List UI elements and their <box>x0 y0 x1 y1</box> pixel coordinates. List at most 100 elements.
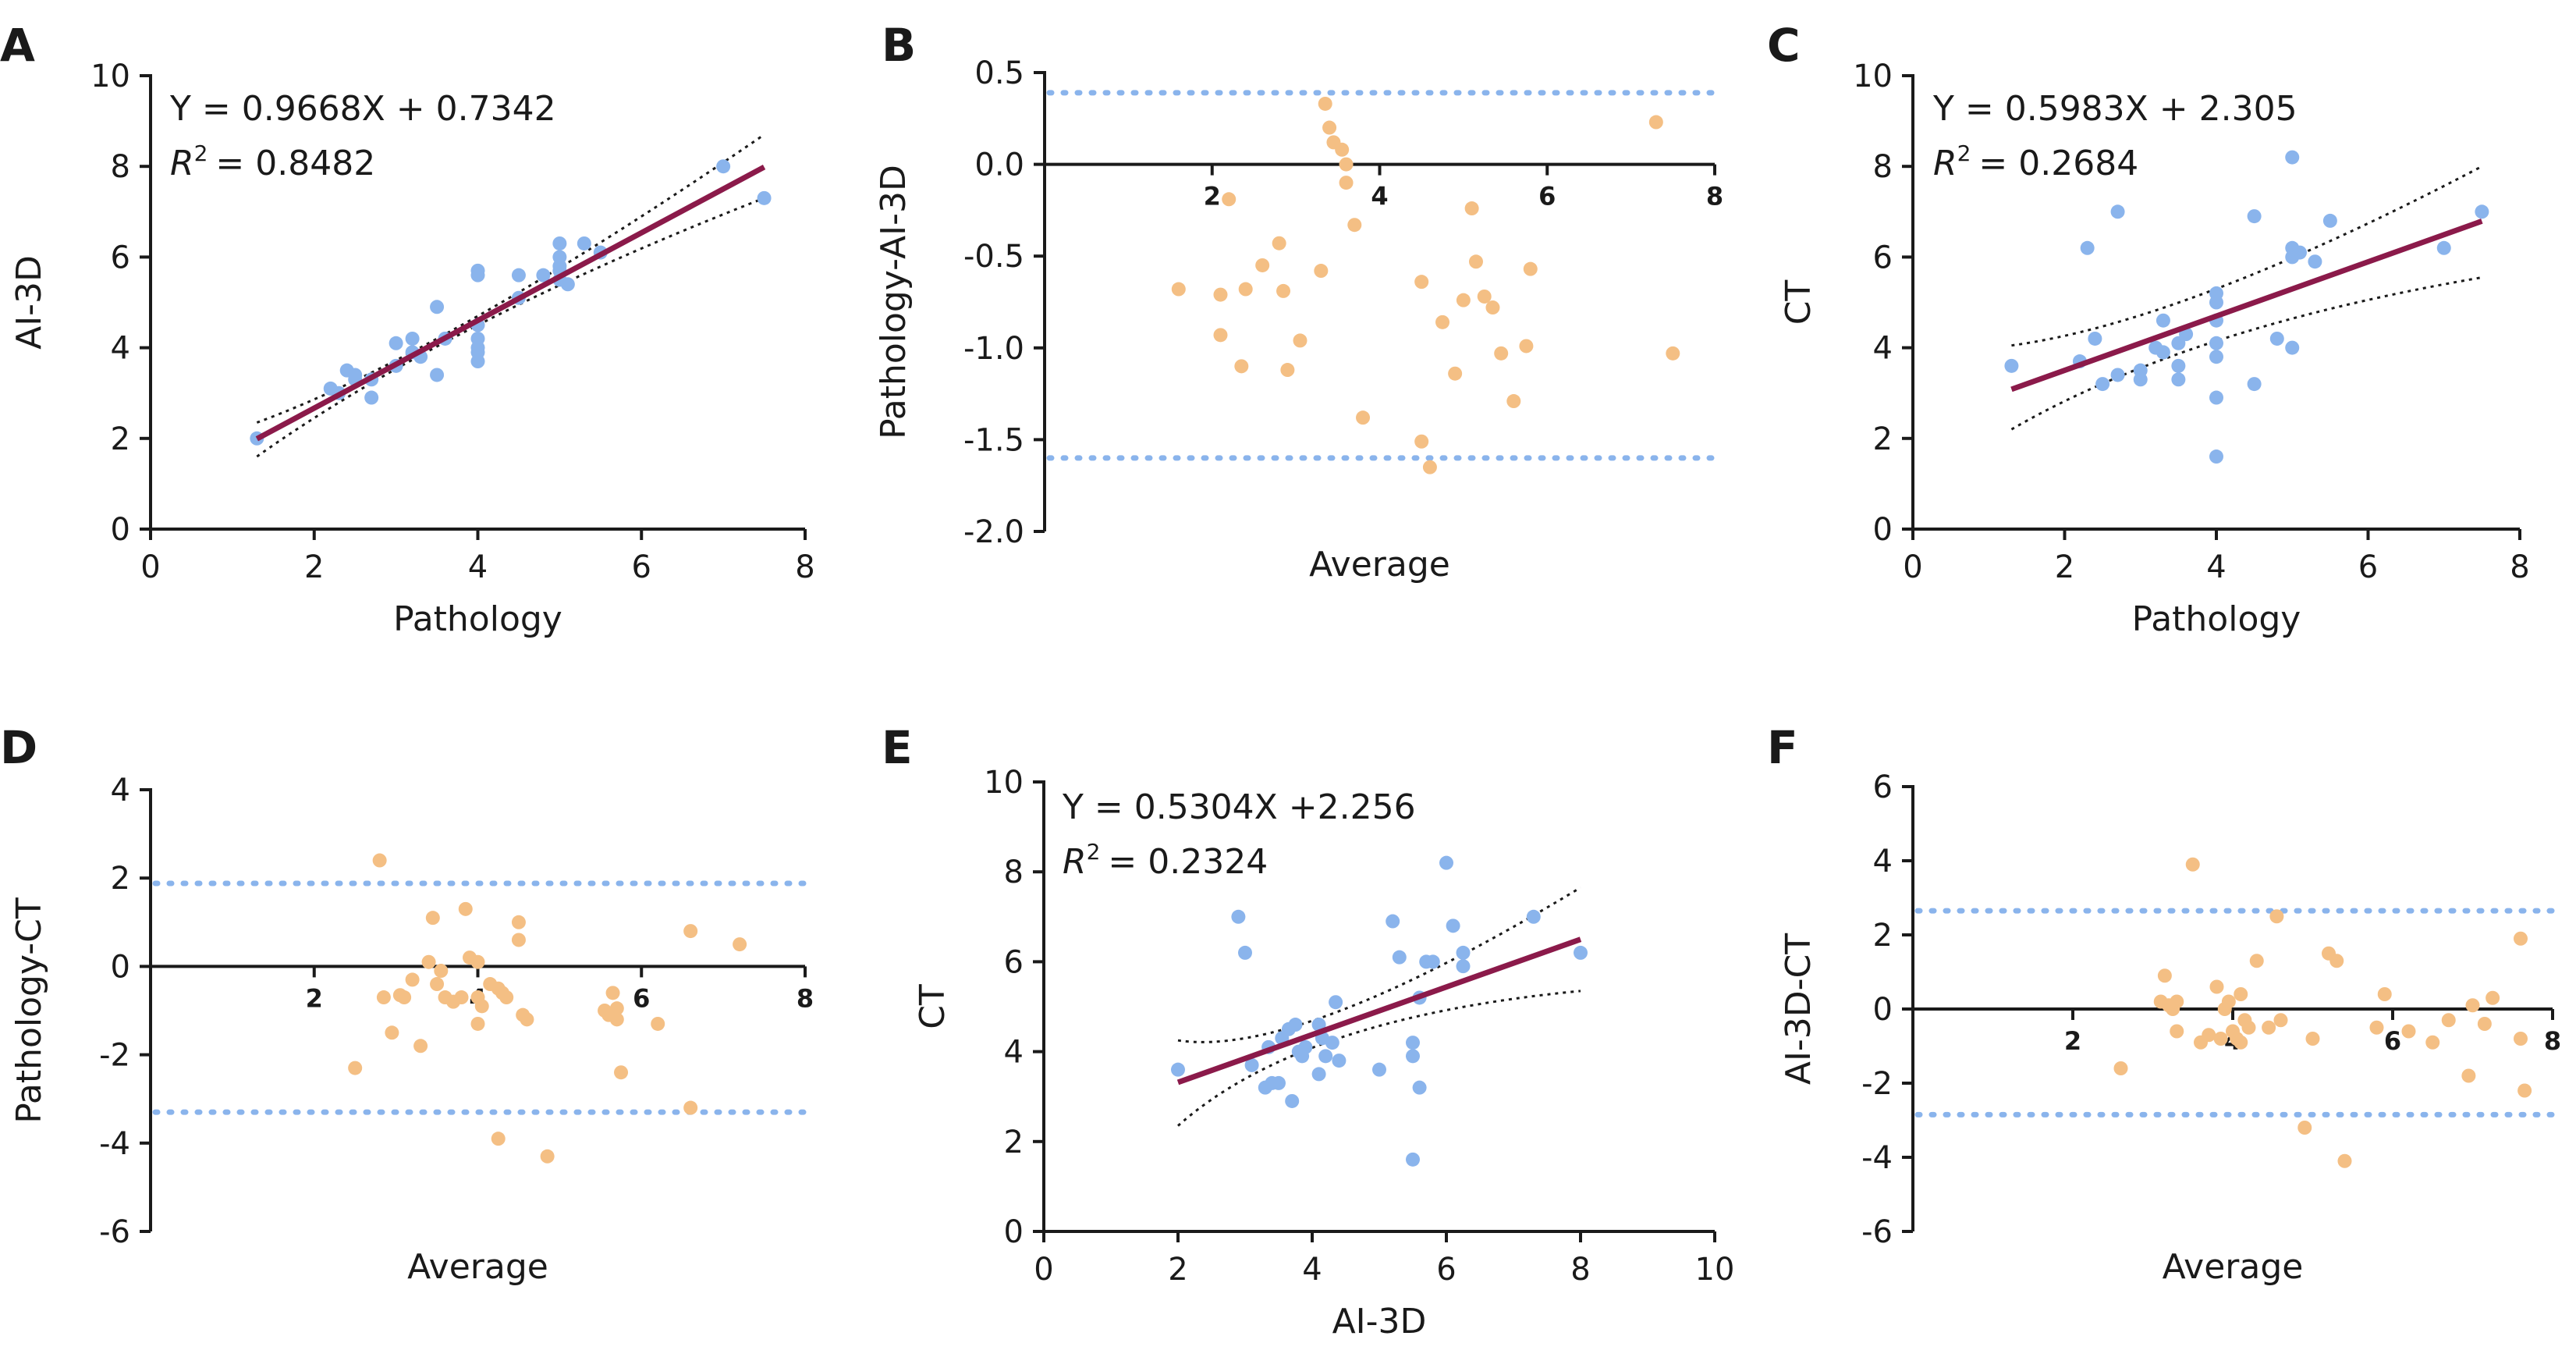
x-tick-label: 2 <box>306 983 323 1013</box>
x-tick-label: 8 <box>2544 1026 2561 1056</box>
x-tick-label: 4 <box>1302 1252 1322 1288</box>
data-point <box>1318 1049 1333 1064</box>
data-point <box>1272 236 1286 251</box>
y-tick-label: -0.5 <box>963 239 1024 275</box>
panel-b: B -2.0 -1.5 -1.0 -0.5 0.0 0.5 2 4 6 8 Pathology-AI-… <box>874 19 1723 585</box>
data-point <box>2273 1013 2288 1028</box>
x-tick-label: 6 <box>2384 1026 2401 1056</box>
panel-letter: C <box>1767 19 1801 72</box>
y-tick-label: -4 <box>1861 1140 1893 1176</box>
data-point <box>2297 1121 2312 1135</box>
r-squared-label: R2 = 0.2324 <box>1063 839 1268 882</box>
data-point <box>1238 282 1253 297</box>
data-point <box>2247 209 2262 224</box>
x-tick-label: 6 <box>633 983 650 1013</box>
data-point <box>2209 449 2223 464</box>
data-point <box>1332 1054 1347 1068</box>
y-tick-label: -1.0 <box>963 331 1024 367</box>
data-point <box>1255 258 1270 272</box>
data-point <box>1456 959 1471 974</box>
y-tick-label: -6 <box>1861 1214 1893 1250</box>
data-point <box>1222 192 1237 207</box>
r-squared-value: = 0.2684 <box>1978 144 2138 183</box>
regression-equation: Y = 0.9668X + 0.7342 <box>169 89 556 129</box>
data-point <box>716 159 731 174</box>
data-point <box>430 977 445 992</box>
y-tick-label: 4 <box>111 331 130 367</box>
data-point <box>2308 254 2322 269</box>
data-point <box>2234 987 2248 1001</box>
data-point <box>2514 1032 2528 1046</box>
data-point <box>2095 377 2110 392</box>
data-point <box>1372 1062 1386 1077</box>
panel-letter: D <box>0 721 37 774</box>
data-point <box>1280 363 1295 378</box>
data-point <box>1231 909 1246 924</box>
data-point <box>470 268 485 282</box>
data-point <box>1446 919 1460 933</box>
data-point <box>1213 328 1228 343</box>
data-point <box>430 300 445 314</box>
data-point <box>389 336 403 350</box>
y-axis-title: AI-3D <box>9 255 49 350</box>
data-point <box>1406 1049 1420 1064</box>
r-squared-value: = 0.8482 <box>215 144 375 183</box>
data-point <box>2369 1020 2384 1035</box>
x-axis-title: Pathology <box>2132 599 2301 639</box>
data-point <box>2305 1032 2320 1046</box>
x-tick-label: 4 <box>468 549 488 585</box>
superscript-2: 2 <box>194 140 208 166</box>
confidence-band-lower <box>2010 276 2482 431</box>
data-point <box>1339 157 1354 172</box>
data-point <box>2322 213 2337 228</box>
data-point <box>2269 331 2284 346</box>
data-point <box>757 190 772 205</box>
data-point <box>536 268 551 282</box>
data-point <box>1335 142 1350 157</box>
data-point <box>1406 1152 1420 1167</box>
data-point <box>1272 1075 1286 1090</box>
data-point <box>372 853 387 868</box>
data-point <box>405 972 420 987</box>
y-axis-title: CT <box>913 984 953 1029</box>
data-point <box>397 990 412 1005</box>
data-point <box>1439 855 1453 870</box>
panel-letter: B <box>882 19 916 72</box>
data-point <box>491 1132 506 1146</box>
data-point <box>2185 857 2200 872</box>
r-squared-label: R2 = 0.8482 <box>170 140 375 183</box>
data-point <box>421 954 436 969</box>
y-tick-label: 0 <box>1873 512 1893 548</box>
data-point <box>1238 945 1252 960</box>
r-squared-label: R2 = 0.2684 <box>1933 140 2138 183</box>
data-point <box>1464 201 1479 216</box>
data-point <box>1414 434 1429 449</box>
data-point <box>434 964 449 979</box>
data-point <box>1171 1062 1185 1077</box>
data-point <box>2401 1024 2416 1039</box>
data-point <box>1314 264 1329 279</box>
data-point <box>2285 340 2300 355</box>
data-point <box>2465 998 2480 1013</box>
data-point <box>2441 1013 2456 1028</box>
data-point <box>2171 372 2186 387</box>
y-tick-label: 4 <box>1004 1035 1024 1071</box>
data-point <box>540 1149 555 1164</box>
data-point <box>1311 1067 1326 1082</box>
x-tick-label: 6 <box>1538 182 1556 211</box>
data-point <box>405 331 420 346</box>
data-point <box>2202 1028 2216 1043</box>
data-point <box>2213 1032 2228 1046</box>
data-point <box>1648 115 1663 130</box>
data-point <box>2170 994 2184 1009</box>
x-tick-label: 6 <box>2358 549 2378 585</box>
y-tick-label: 2 <box>111 861 130 897</box>
x-tick-label: 8 <box>1706 182 1723 211</box>
data-point <box>511 915 526 929</box>
x-tick-label: 0 <box>1903 549 1922 585</box>
data-point <box>683 924 698 939</box>
r-symbol: R <box>1933 144 1957 183</box>
data-point <box>2477 1017 2492 1031</box>
data-point <box>2004 358 2019 373</box>
panel-c: C 0 2 4 6 8 10 0 2 4 6 8 CT Pathology Y = 0.5983X + 2.… <box>1767 19 2530 639</box>
